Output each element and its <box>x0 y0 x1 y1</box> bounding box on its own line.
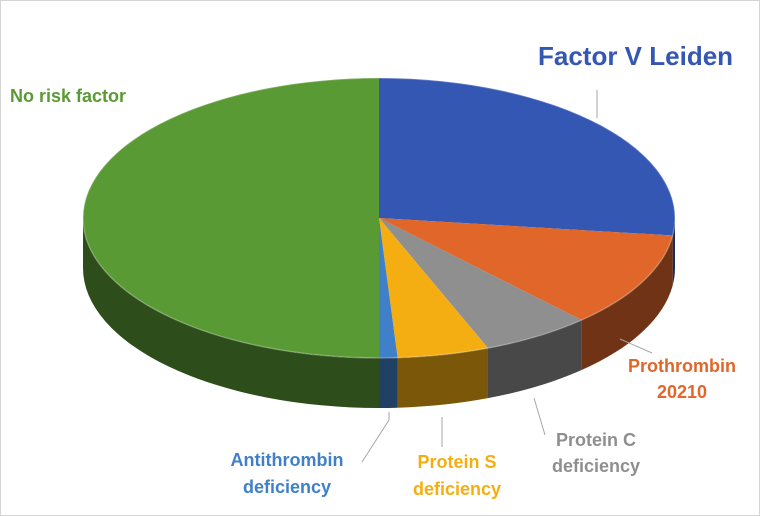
label-no-risk-factor: No risk factor <box>10 86 126 106</box>
pie-side-protein-c-deficiency <box>487 320 582 399</box>
pie-side-antithrombin-deficiency <box>379 357 398 408</box>
label-protein-c-line2: deficiency <box>552 456 640 476</box>
label-protein-s-line1: Protein S <box>417 452 496 472</box>
pie-slice-no-risk-factor <box>83 78 379 358</box>
label-factor-v-leiden: Factor V Leiden <box>538 41 733 71</box>
label-prothrombin-line1: Prothrombin <box>628 356 736 376</box>
pie-slice-protein-s-deficiency <box>379 218 488 358</box>
pie-slices <box>82 77 676 359</box>
pie-side-no-risk-factor <box>83 218 379 408</box>
leader-lines <box>361 90 653 463</box>
leader-protein-c <box>533 397 546 436</box>
pie-slice-antithrombin-deficiency <box>379 218 398 358</box>
leader-antithrombin <box>361 412 390 463</box>
label-antithrombin-line1: Antithrombin <box>231 450 344 470</box>
pie-slice-factor-v-leiden <box>379 78 676 236</box>
pie-side-protein-s-deficiency <box>397 348 488 408</box>
label-antithrombin-line2: deficiency <box>243 477 331 497</box>
leader-prothrombin <box>619 338 653 354</box>
pie-rim <box>82 77 676 359</box>
label-protein-s-line2: deficiency <box>413 479 501 499</box>
pie-side-factor-v-leiden <box>672 218 675 286</box>
pie-side-prothrombin-20210 <box>581 235 673 371</box>
pie-sides <box>83 218 675 408</box>
pie-slice-prothrombin-20210 <box>379 218 673 321</box>
pie-slice-protein-c-deficiency <box>379 218 582 349</box>
label-protein-c-line1: Protein C <box>556 430 636 450</box>
label-prothrombin-line2: 20210 <box>657 382 707 402</box>
